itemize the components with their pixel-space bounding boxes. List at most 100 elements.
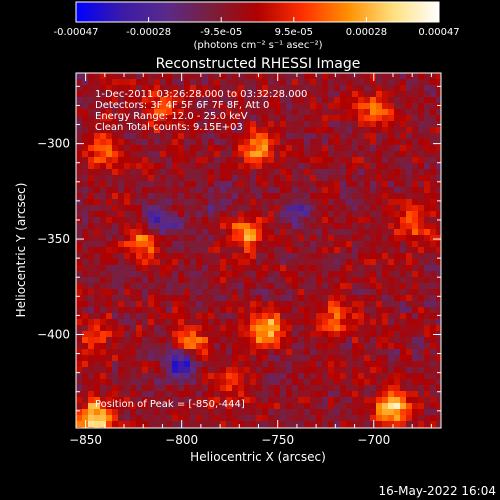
- heatmap-cell: [178, 337, 185, 344]
- heatmap-cell: [82, 109, 89, 116]
- heatmap-cell: [226, 175, 233, 182]
- heatmap-cell: [280, 241, 287, 248]
- heatmap-cell: [100, 247, 107, 254]
- heatmap-cell: [406, 127, 413, 134]
- heatmap-cell: [208, 349, 215, 356]
- heatmap-cell: [160, 421, 167, 428]
- heatmap-cell: [88, 127, 95, 134]
- heatmap-cell: [424, 145, 431, 152]
- heatmap-cell: [166, 187, 173, 194]
- heatmap-cell: [316, 139, 323, 146]
- heatmap-cell: [130, 205, 137, 212]
- heatmap-cell: [310, 121, 317, 128]
- heatmap-cell: [148, 199, 155, 206]
- heatmap-cell: [256, 421, 263, 428]
- heatmap-cell: [322, 271, 329, 278]
- heatmap-cell: [214, 343, 221, 350]
- heatmap-cell: [412, 217, 419, 224]
- heatmap-cell: [346, 379, 353, 386]
- heatmap-cell: [76, 325, 83, 332]
- heatmap-cell: [400, 103, 407, 110]
- heatmap-cell: [142, 229, 149, 236]
- heatmap-cell: [262, 235, 269, 242]
- heatmap-cell: [388, 283, 395, 290]
- heatmap-cell: [394, 217, 401, 224]
- heatmap-cell: [256, 265, 263, 272]
- heatmap-cell: [346, 229, 353, 236]
- heatmap-cell: [112, 295, 119, 302]
- heatmap-cell: [142, 355, 149, 362]
- heatmap-cell: [430, 163, 437, 170]
- heatmap-cell: [292, 91, 299, 98]
- heatmap-cell: [400, 199, 407, 206]
- heatmap-cell: [202, 313, 209, 320]
- heatmap-cell: [196, 247, 203, 254]
- heatmap-cell: [340, 301, 347, 308]
- heatmap-cell: [388, 109, 395, 116]
- heatmap-cell: [214, 373, 221, 380]
- heatmap-cell: [202, 181, 209, 188]
- heatmap-cell: [184, 115, 191, 122]
- heatmap-cell: [412, 301, 419, 308]
- heatmap-cell: [100, 271, 107, 278]
- heatmap-cell: [142, 223, 149, 230]
- heatmap-cell: [142, 331, 149, 338]
- heatmap-cell: [346, 151, 353, 158]
- heatmap-cell: [436, 73, 441, 80]
- heatmap-cell: [82, 409, 89, 416]
- heatmap-cell: [382, 373, 389, 380]
- heatmap-cell: [364, 247, 371, 254]
- heatmap-cell: [214, 355, 221, 362]
- heatmap-cell: [208, 139, 215, 146]
- heatmap-cell: [286, 331, 293, 338]
- heatmap-cell: [190, 259, 197, 266]
- heatmap-cell: [190, 121, 197, 128]
- heatmap-cell: [370, 271, 377, 278]
- heatmap-cell: [382, 121, 389, 128]
- heatmap-cell: [388, 91, 395, 98]
- heatmap-cell: [118, 421, 125, 428]
- heatmap-cell: [382, 103, 389, 110]
- heatmap-cell: [100, 259, 107, 266]
- heatmap-cell: [100, 277, 107, 284]
- heatmap-cell: [304, 109, 311, 116]
- heatmap-cell: [202, 373, 209, 380]
- heatmap-cell: [394, 283, 401, 290]
- heatmap-cell: [100, 307, 107, 314]
- heatmap-cell: [244, 241, 251, 248]
- heatmap-cell: [130, 277, 137, 284]
- heatmap-cell: [328, 181, 335, 188]
- heatmap-cell: [406, 73, 413, 80]
- heatmap-cell: [172, 397, 179, 404]
- heatmap-cell: [292, 289, 299, 296]
- heatmap-cell: [316, 121, 323, 128]
- heatmap-cell: [268, 319, 275, 326]
- heatmap-cell: [118, 277, 125, 284]
- heatmap-cell: [310, 193, 317, 200]
- heatmap-cell: [148, 247, 155, 254]
- heatmap-cell: [208, 151, 215, 158]
- heatmap-cell: [136, 271, 143, 278]
- heatmap-cell: [268, 199, 275, 206]
- heatmap-cell: [274, 91, 281, 98]
- heatmap-cell: [268, 211, 275, 218]
- heatmap-cell: [376, 373, 383, 380]
- heatmap-cell: [112, 241, 119, 248]
- heatmap-cell: [322, 421, 329, 428]
- heatmap-cell: [184, 121, 191, 128]
- heatmap-cell: [346, 103, 353, 110]
- heatmap-cell: [310, 355, 317, 362]
- heatmap-cell: [226, 331, 233, 338]
- heatmap-cell: [328, 217, 335, 224]
- heatmap-cell: [406, 265, 413, 272]
- heatmap-cell: [244, 421, 251, 428]
- heatmap-cell: [118, 211, 125, 218]
- heatmap-cell: [334, 277, 341, 284]
- heatmap-cell: [292, 337, 299, 344]
- heatmap-cell: [280, 121, 287, 128]
- heatmap-cell: [190, 277, 197, 284]
- heatmap-cell: [100, 391, 107, 398]
- heatmap-cell: [190, 313, 197, 320]
- heatmap-cell: [112, 373, 119, 380]
- heatmap-cell: [328, 91, 335, 98]
